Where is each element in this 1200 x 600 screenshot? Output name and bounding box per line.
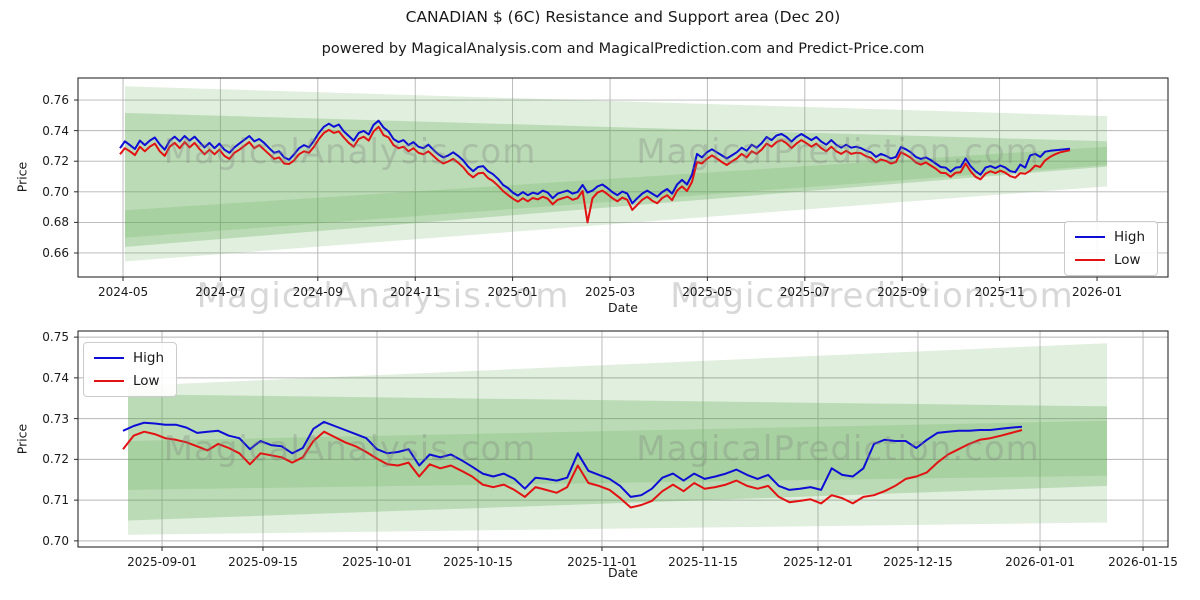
- support-resistance-band: [128, 343, 1107, 535]
- x-axis-label-bottom: Date: [608, 565, 638, 580]
- support-resistance-band: [125, 146, 1107, 238]
- high-line-swatch: [94, 357, 124, 359]
- y-tick-label: 0.74: [42, 123, 69, 138]
- low-line-swatch: [1075, 259, 1105, 261]
- y-tick-label: 0.74: [42, 370, 69, 385]
- low-price-line: [122, 429, 1023, 509]
- y-tick-label: 0.68: [42, 215, 69, 230]
- chart-subtitle: powered by MagicalAnalysis.com and Magic…: [321, 41, 925, 57]
- x-tick-label: 2025-10-15: [443, 555, 513, 569]
- high-line-swatch: [1075, 236, 1105, 238]
- y-tick-label: 0.72: [42, 452, 69, 467]
- y-tick-label: 0.72: [42, 154, 69, 169]
- legend-label-low: Low: [1114, 252, 1141, 268]
- x-tick-label: 2025-11-15: [668, 555, 738, 569]
- x-tick-label: 2025-03: [584, 285, 636, 299]
- x-axis-label-top: Date: [608, 300, 638, 315]
- legend-item-high: High: [1075, 229, 1145, 245]
- high-price-line: [122, 420, 1023, 498]
- y-axis-label-bottom: Price: [14, 423, 30, 455]
- y-tick-label: 0.70: [42, 533, 69, 548]
- x-tick-label: 2025-10-01: [342, 555, 412, 569]
- x-tick-label: 2025-11: [974, 285, 1025, 299]
- legend-item-high: High: [94, 350, 164, 366]
- x-tick-label: 2026-01-01: [1005, 555, 1075, 569]
- x-tick-label: 2025-12-15: [883, 555, 953, 569]
- x-tick-label: 2025-01: [487, 285, 538, 299]
- x-tick-label: 2024-11: [390, 285, 441, 299]
- legend-top-chart: High Low: [1064, 221, 1159, 276]
- y-axis-label-top: Price: [14, 161, 30, 193]
- y-tick-label: 0.70: [42, 184, 69, 199]
- x-tick-label: 2024-09: [292, 285, 343, 299]
- legend-item-low: Low: [94, 373, 164, 389]
- y-tick-label: 0.66: [42, 245, 69, 260]
- y-tick-label: 0.76: [42, 93, 69, 108]
- high-price-line: [119, 119, 1071, 205]
- x-tick-label: 2026-01: [1071, 285, 1123, 299]
- x-tick-label: 2025-05: [682, 285, 733, 299]
- y-tick-label: 0.75: [42, 330, 69, 345]
- low-price-line: [119, 125, 1071, 224]
- x-tick-label: 2024-07: [195, 285, 246, 299]
- y-tick-label: 0.73: [42, 411, 69, 426]
- support-resistance-band: [125, 113, 1107, 247]
- legend-label-low: Low: [133, 373, 160, 389]
- support-resistance-band: [128, 420, 1107, 490]
- legend-item-low: Low: [1075, 252, 1145, 268]
- x-tick-label: 2025-09-15: [228, 555, 298, 569]
- low-line-swatch: [94, 380, 124, 382]
- legend-label-high: High: [1114, 229, 1146, 245]
- x-tick-label: 2024-05: [97, 285, 149, 299]
- plot-frame: [77, 330, 1169, 548]
- x-tick-label: 2025-07: [779, 285, 830, 299]
- x-tick-label: 2025-09: [877, 285, 928, 299]
- chart-title: CANADIAN $ (6C) Resistance and Support a…: [405, 8, 841, 26]
- legend-bottom-chart: High Low: [83, 342, 178, 397]
- x-tick-label: 2025-12-01: [783, 555, 853, 569]
- plot-frame: [77, 77, 1169, 278]
- legend-label-high: High: [133, 350, 165, 366]
- x-tick-label: 2026-01-15: [1108, 555, 1178, 569]
- support-resistance-band: [128, 394, 1107, 521]
- x-tick-label: 2025-09-01: [127, 555, 197, 569]
- y-tick-label: 0.71: [42, 493, 69, 508]
- x-tick-label: 2025-11-01: [567, 555, 637, 569]
